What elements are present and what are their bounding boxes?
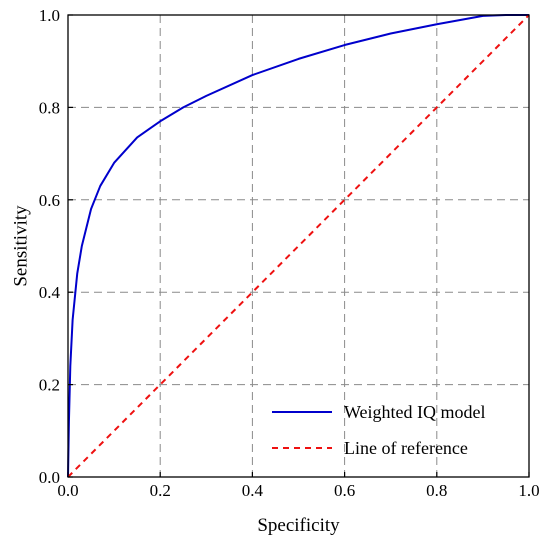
- x-tick-label: 0.6: [334, 481, 355, 500]
- grid: [68, 15, 529, 477]
- x-tick-label: 1.0: [518, 481, 539, 500]
- series-line-line-of-reference: [67, 14, 530, 478]
- y-axis-title: Sensitivity: [11, 205, 32, 287]
- y-tick-label: 1.0: [39, 6, 60, 25]
- y-axis-ticks: 0.0 0.2 0.4 0.6 0.8 1.0: [39, 6, 73, 487]
- x-axis-ticks: 0.0 0.2 0.4 0.6 0.8 1.0: [57, 472, 540, 500]
- x-axis-title: Specificity: [257, 515, 340, 536]
- series-line-weighted-iq-model: [67, 14, 529, 478]
- legend-label-line-of-reference: Line of reference: [344, 438, 468, 458]
- series-layer: [67, 14, 530, 478]
- x-tick-label: 0.2: [150, 481, 171, 500]
- x-tick-label: 0.8: [426, 481, 447, 500]
- x-tick-label: 0.0: [57, 481, 78, 500]
- x-tick-label: 0.4: [242, 481, 264, 500]
- legend: Weighted IQ model Line of reference: [272, 402, 486, 458]
- y-tick-label: 0.6: [39, 191, 60, 210]
- legend-label-weighted-iq-model: Weighted IQ model: [344, 402, 486, 422]
- y-tick-label: 0.4: [39, 283, 61, 302]
- y-tick-label: 0.2: [39, 376, 60, 395]
- y-tick-label: 0.8: [39, 98, 60, 117]
- plot-frame: [67, 14, 530, 478]
- y-tick-label: 0.0: [39, 468, 60, 487]
